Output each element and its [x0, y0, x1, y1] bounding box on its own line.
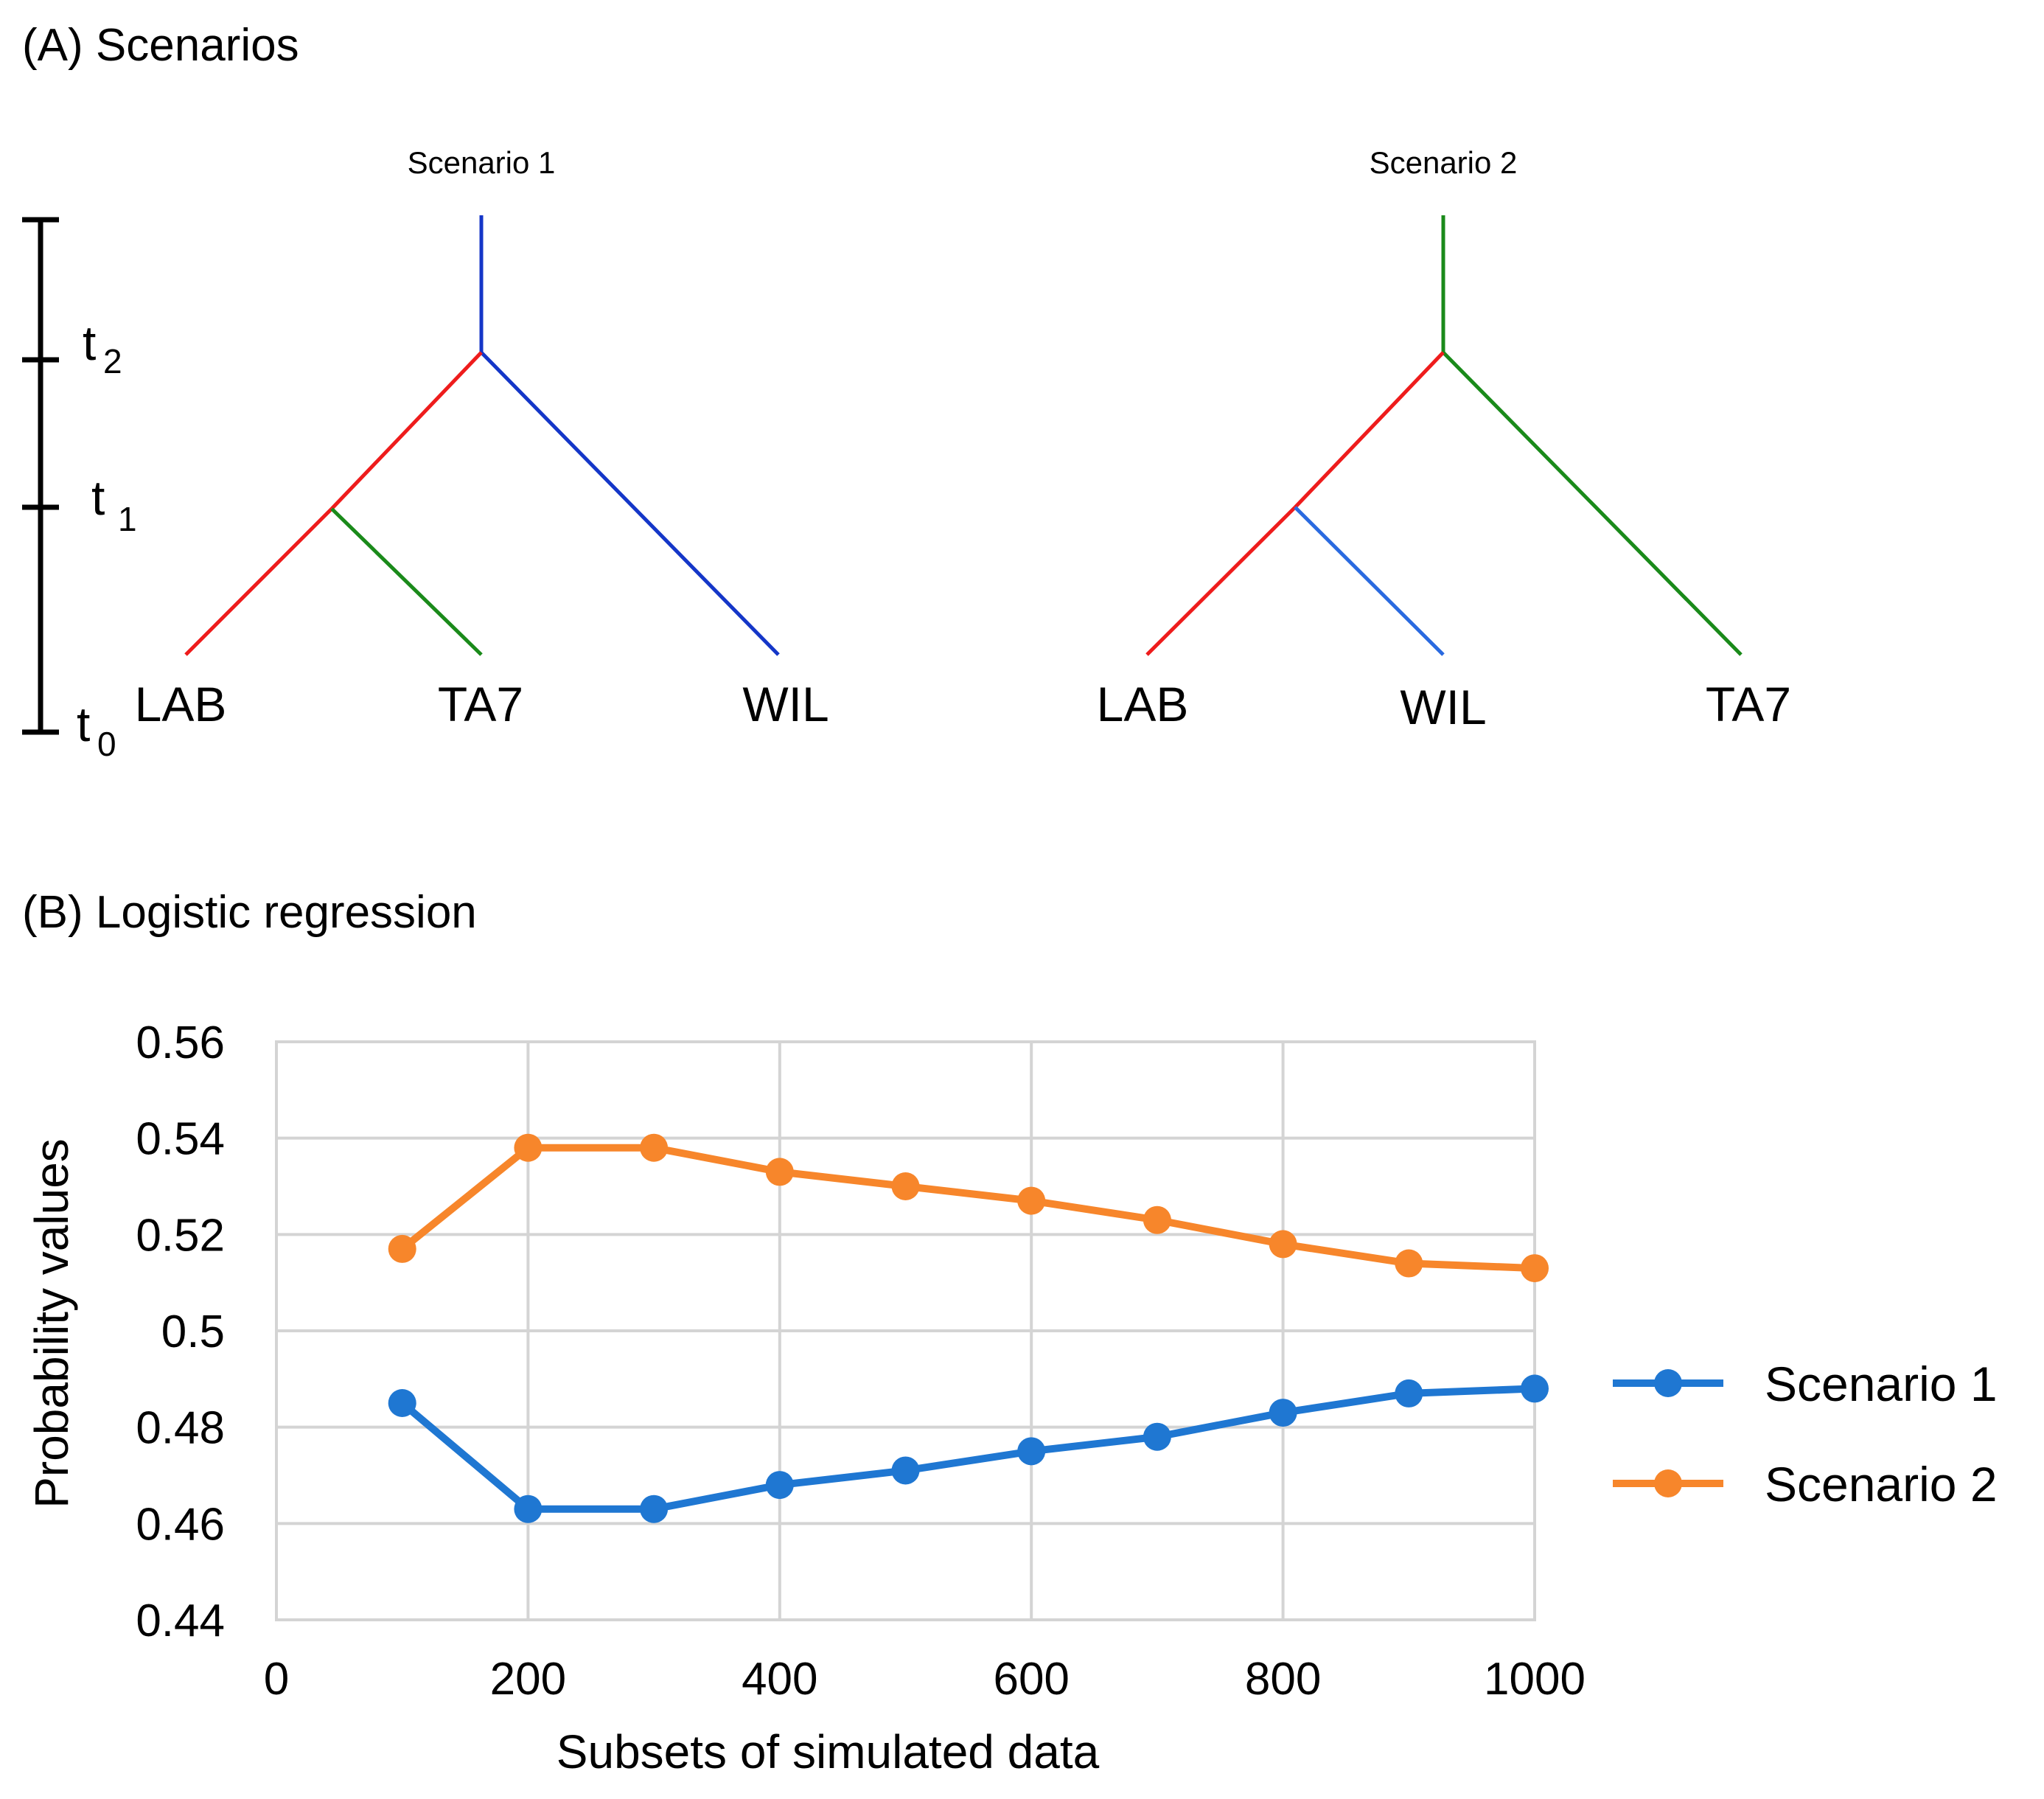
s1-leaf-ta7: TA7: [438, 677, 523, 731]
data-point: [1269, 1230, 1297, 1259]
data-point: [514, 1494, 543, 1523]
s1-leaf-lab: LAB: [135, 677, 227, 731]
x-tick-label: 600: [993, 1654, 1069, 1705]
s2-leaf-ta7: TA7: [1706, 677, 1791, 731]
y-tick-label: 0.5: [161, 1306, 225, 1357]
series-line: [398, 1385, 1538, 1513]
legend-label: Scenario 2: [1765, 1457, 1998, 1511]
s1-lab-branch: [184, 507, 333, 656]
legend: Scenario 1 Scenario 2: [1613, 1357, 1998, 1511]
s2-leaf-wil: WIL: [1400, 680, 1486, 734]
scenario2-tree: [1145, 215, 1743, 656]
svg-text:t: t: [83, 316, 96, 370]
y-tick-label: 0.44: [136, 1596, 225, 1646]
line-chart: 0.44 0.46 0.48 0.5 0.52 0.54 0.56 0 200 400 600 80…: [25, 1017, 1998, 1778]
legend-label: Scenario 1: [1765, 1357, 1998, 1411]
data-point: [1395, 1249, 1423, 1278]
legend-swatch-marker: [1654, 1469, 1682, 1497]
time-axis: [22, 217, 59, 735]
data-point: [640, 1494, 669, 1523]
data-point: [1143, 1205, 1171, 1234]
panel-b-label: (B) Logistic regression: [22, 887, 477, 938]
legend-swatch-marker: [1654, 1369, 1682, 1397]
scenario1-tree: [184, 215, 780, 656]
data-point: [1017, 1437, 1046, 1466]
legend-item-2: Scenario 2: [1613, 1457, 1998, 1511]
s2-ta7-branch: [1442, 351, 1743, 656]
data-point: [1521, 1254, 1549, 1283]
series-layer: [388, 1133, 1549, 1523]
data-point: [388, 1234, 416, 1263]
y-tick-labels: 0.44 0.46 0.48 0.5 0.52 0.54 0.56: [136, 1017, 225, 1646]
s1-wil-branch: [480, 351, 780, 656]
y-tick-label: 0.48: [136, 1403, 225, 1454]
scenario2-title: Scenario 2: [1370, 145, 1518, 180]
data-point: [891, 1172, 920, 1200]
svg-text:0: 0: [97, 725, 116, 763]
s2-internal-branch: [1294, 351, 1445, 509]
data-point: [765, 1471, 794, 1500]
s1-internal-branch: [330, 351, 483, 510]
y-tick-label: 0.54: [136, 1114, 225, 1165]
time-label-t1: t 1: [91, 470, 137, 538]
y-axis-label: Probability values: [25, 1138, 78, 1509]
x-tick-label: 800: [1245, 1654, 1321, 1705]
svg-text:t: t: [77, 697, 90, 751]
s1-leaf-wil: WIL: [742, 677, 829, 731]
scenario1-title: Scenario 1: [408, 145, 556, 180]
svg-text:2: 2: [103, 342, 122, 380]
data-point: [640, 1133, 669, 1162]
data-point: [514, 1133, 543, 1162]
data-point: [1269, 1399, 1297, 1427]
svg-text:1: 1: [118, 500, 137, 538]
data-point: [1017, 1186, 1046, 1215]
panel-a-label: (A) Scenarios: [22, 20, 299, 71]
data-point: [891, 1456, 920, 1485]
series-line: [398, 1144, 1538, 1273]
s1-ta7-branch: [330, 507, 483, 656]
series-2: [388, 1133, 1549, 1283]
svg-text:t: t: [91, 470, 105, 525]
x-axis-label: Subsets of simulated data: [557, 1725, 1100, 1778]
data-point: [765, 1158, 794, 1186]
horizontal-gridlines: [276, 1040, 1535, 1621]
x-tick-label: 200: [490, 1654, 566, 1705]
data-point: [1521, 1374, 1549, 1403]
x-tick-label: 400: [742, 1654, 817, 1705]
s2-leaf-lab: LAB: [1097, 677, 1189, 731]
x-tick-labels: 0 200 400 600 800 1000: [264, 1654, 1586, 1705]
time-label-t2: t 2: [83, 316, 122, 380]
data-point: [1395, 1379, 1423, 1407]
y-tick-label: 0.46: [136, 1499, 225, 1550]
y-tick-label: 0.56: [136, 1017, 225, 1068]
s2-lab-branch: [1145, 506, 1297, 656]
x-tick-label: 0: [264, 1654, 289, 1705]
legend-item-1: Scenario 1: [1613, 1357, 1998, 1411]
y-tick-label: 0.52: [136, 1210, 225, 1261]
s2-wil-branch: [1294, 506, 1445, 656]
time-label-t0: t 0: [77, 697, 116, 763]
plot-frame: [275, 1040, 1536, 1621]
series-1: [388, 1374, 1549, 1523]
x-tick-label: 1000: [1484, 1654, 1586, 1705]
data-point: [388, 1389, 416, 1417]
data-point: [1143, 1422, 1171, 1451]
